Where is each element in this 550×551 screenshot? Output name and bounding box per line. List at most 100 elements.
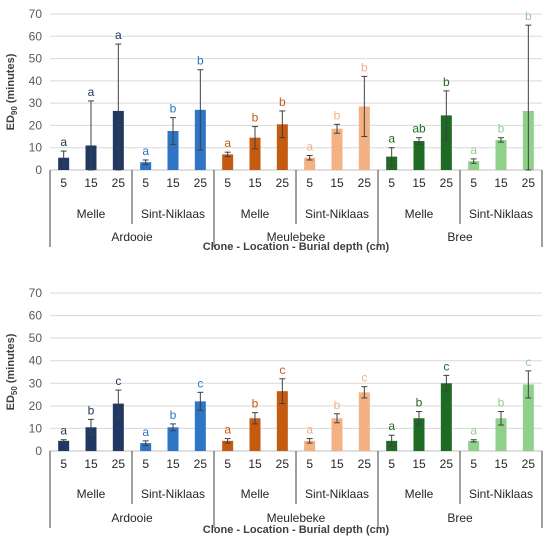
significance-letter: a [388,419,395,433]
x-tick-label-depth: 15 [166,457,180,471]
x-tick-label-depth: 5 [388,176,395,190]
bar [194,401,206,451]
bar [58,440,70,451]
significance-letter: c [279,363,285,377]
significance-letter: c [443,359,449,373]
x-tick-label-depth: 15 [84,457,98,471]
bar [522,384,534,451]
bar [167,427,179,451]
chart-panel-1: 0 10 20 30 40 50 60 70 ED90 (minutes) a 5 a 15 a 25 Mel… [5,7,543,253]
significance-letter: a [88,85,95,99]
location-label: Melle [241,487,270,501]
bar [85,427,97,451]
significance-letter: b [170,408,177,422]
significance-letter: b [443,75,450,89]
x-axis-title: Clone - Location - Burial depth (cm) [203,241,390,253]
x-tick-label-depth: 25 [358,457,372,471]
location-label: Sint-Niklaas [141,207,205,221]
significance-letter: b [334,108,341,122]
x-tick-label-depth: 25 [112,176,126,190]
x-tick-label-depth: 15 [166,176,180,190]
bar [358,392,370,451]
y-tick-label: 40 [29,74,43,88]
location-label: Melle [77,487,106,501]
location-label: Melle [77,207,106,221]
clone-label: Ardooie [111,230,153,244]
x-tick-label-depth: 5 [142,176,149,190]
x-tick-label-depth: 5 [60,457,67,471]
bar [440,115,452,170]
significance-letter: a [142,425,149,439]
y-tick-label: 40 [29,354,43,368]
location-label: Sint-Niklaas [305,207,369,221]
location-label: Sint-Niklaas [469,207,533,221]
significance-letter: a [60,135,67,149]
bar [140,162,152,170]
significance-letter: b [498,396,505,410]
y-tick-label: 70 [29,7,43,21]
significance-letter: a [224,136,231,150]
significance-letter: a [306,423,313,437]
x-tick-label-depth: 5 [306,457,313,471]
x-tick-label-depth: 5 [470,457,477,471]
significance-letter: b [197,54,204,68]
bar [440,383,452,451]
clone-label: Ardooie [111,511,153,525]
x-tick-label-depth: 15 [248,457,262,471]
bar [249,137,261,170]
clone-label: Bree [447,230,473,244]
location-label: Sint-Niklaas [141,487,205,501]
y-tick-label: 0 [35,444,42,458]
x-tick-label-depth: 5 [224,457,231,471]
bar [276,391,288,451]
significance-letter: b [498,122,505,136]
y-axis-title: ED50 (minutes) [5,333,19,410]
x-tick-label-depth: 25 [112,457,126,471]
significance-letter: b [170,102,177,116]
x-tick-label-depth: 25 [440,457,454,471]
bar [167,131,179,170]
significance-letter: b [416,396,423,410]
bar [358,106,370,170]
y-axis-title: ED90 (minutes) [5,53,19,130]
x-tick-label-depth: 15 [494,457,508,471]
bar [413,141,425,170]
x-tick-label-depth: 15 [494,176,508,190]
significance-letter: b [279,95,286,109]
significance-letter: b [252,397,259,411]
bar [304,157,316,170]
bar [304,440,316,451]
y-tick-label: 50 [29,52,43,66]
significance-letter: a [142,144,149,158]
significance-letter: a [60,424,67,438]
bar [249,418,261,451]
x-tick-label-depth: 15 [330,457,344,471]
y-tick-label: 30 [29,96,43,110]
y-tick-label: 50 [29,331,43,345]
x-tick-label-depth: 5 [142,457,149,471]
x-tick-label-depth: 25 [440,176,454,190]
bar [276,124,288,170]
x-tick-label-depth: 5 [388,457,395,471]
bar [112,403,124,451]
x-tick-label-depth: 25 [276,176,290,190]
bar [140,443,152,451]
y-tick-label: 10 [29,421,43,435]
bar [468,440,480,451]
clone-label: Bree [447,511,473,525]
significance-letter: a [306,140,313,154]
significance-letter: b [252,111,259,125]
bar [331,418,343,451]
y-tick-label: 30 [29,376,43,390]
x-tick-label-depth: 25 [358,176,372,190]
x-tick-label-depth: 25 [522,457,536,471]
significance-letter: b [334,398,341,412]
x-tick-label-depth: 5 [306,176,313,190]
significance-letter: ab [412,122,426,136]
x-tick-label-depth: 15 [412,176,426,190]
location-label: Sint-Niklaas [305,487,369,501]
x-tick-label-depth: 25 [194,457,208,471]
location-label: Melle [241,207,270,221]
